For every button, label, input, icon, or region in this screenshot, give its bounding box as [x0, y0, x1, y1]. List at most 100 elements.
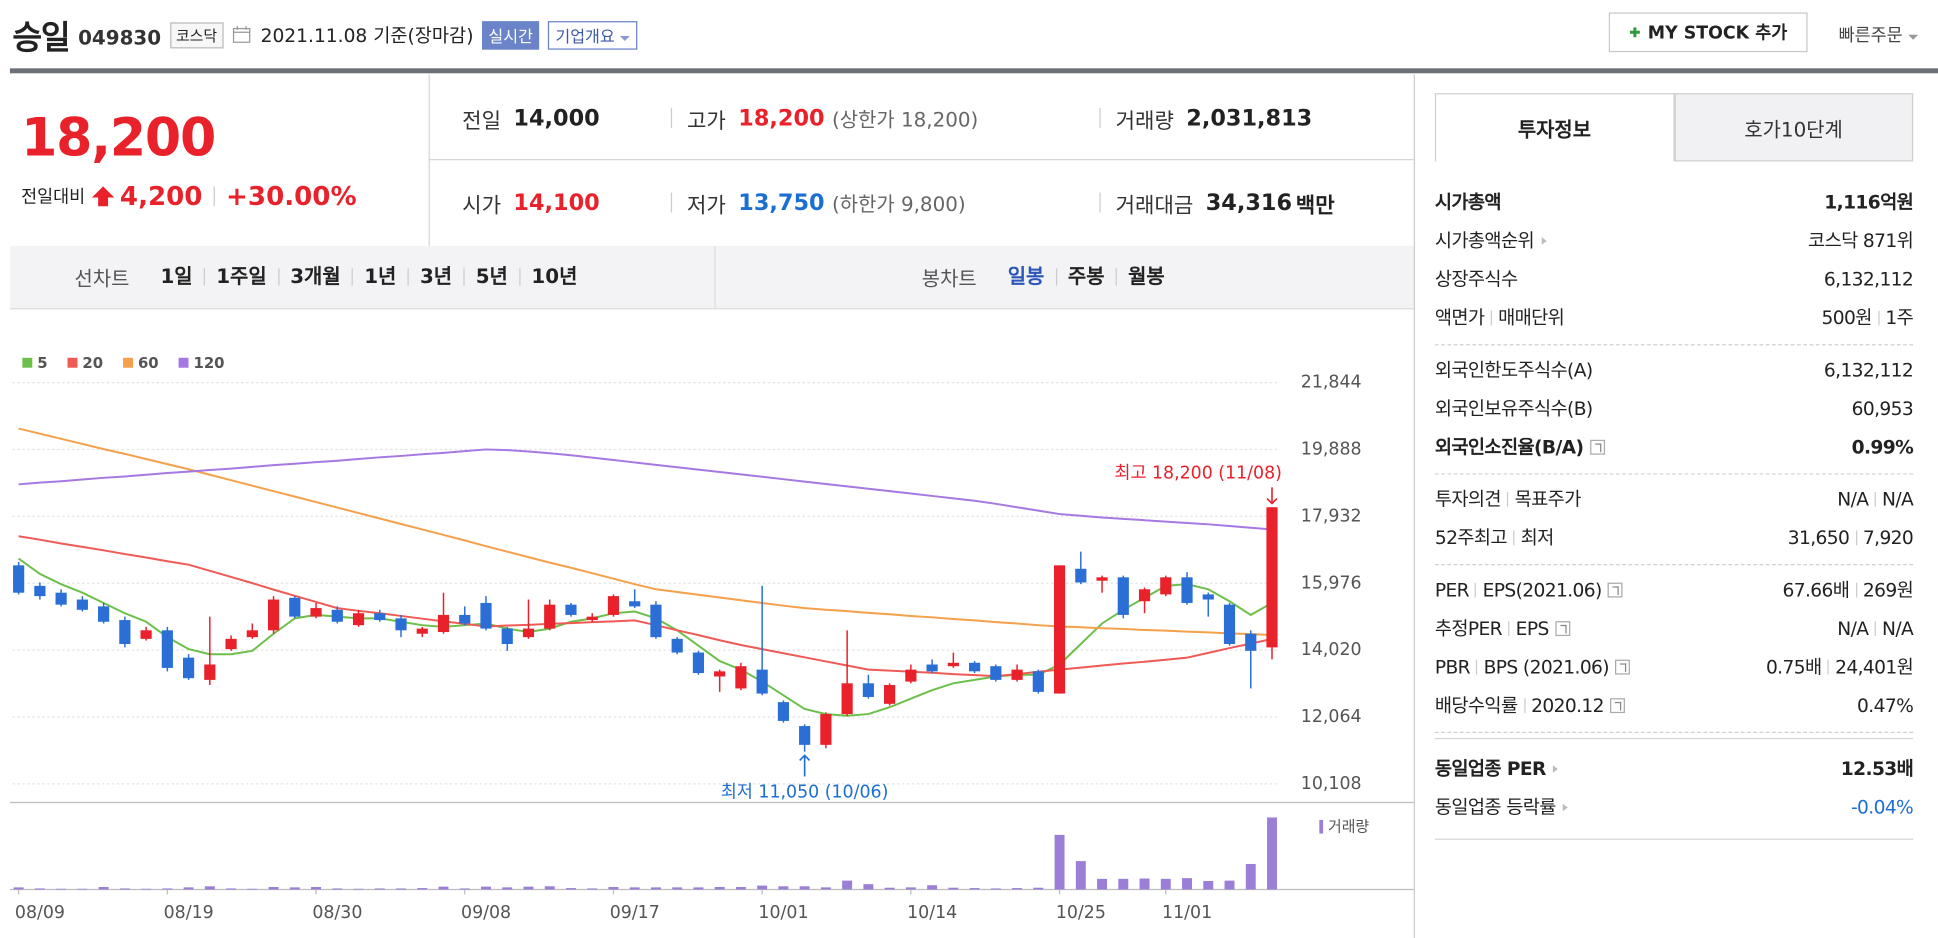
legend-swatch	[178, 357, 189, 368]
volume-bar	[842, 880, 853, 890]
help-icon[interactable]	[1610, 697, 1625, 713]
volume-bar	[650, 887, 661, 890]
candle-body	[586, 616, 598, 621]
y-tick-label: 15,976	[1301, 573, 1362, 593]
min-annotation: 최저 11,050 (10/06)	[721, 783, 888, 803]
candle-body	[98, 606, 110, 622]
volume-bar	[757, 885, 768, 890]
current-price: 18,200	[21, 106, 216, 168]
quote-item: 전일 14,000	[462, 99, 600, 136]
help-icon[interactable]	[1607, 582, 1623, 597]
period-tab[interactable]: 1년	[351, 266, 408, 286]
info-value: 코스닥 871위	[1808, 227, 1914, 253]
candle-body	[544, 604, 556, 629]
period-tab[interactable]: 1주일	[203, 266, 278, 286]
candle-body	[1181, 577, 1193, 603]
volume-bar	[1267, 817, 1277, 890]
period-tab[interactable]: 10년	[518, 266, 589, 286]
candle-body	[629, 601, 641, 607]
help-icon[interactable]	[1615, 659, 1631, 674]
overview-dropdown[interactable]: 기업개요	[547, 20, 638, 50]
candle-chart-tabs: 봉차트 일봉 주봉 월봉	[922, 246, 1176, 308]
info-value-part: 500원	[1821, 306, 1872, 330]
realtime-badge[interactable]: 실시간	[482, 20, 540, 50]
period-tab[interactable]: 3년	[407, 266, 464, 286]
separator	[1475, 582, 1477, 597]
period-tab[interactable]: 월봉	[1115, 266, 1176, 286]
volume-bar	[162, 888, 173, 890]
info-label-part: 52주최고	[1434, 526, 1508, 550]
info-row: 외국인한도주식수(A) 6,132,112	[1435, 350, 1914, 389]
quick-order[interactable]: 빠른주문	[1839, 22, 1919, 47]
info-value: -0.04%	[1851, 796, 1914, 818]
info-row: PER EPS(2021.06) 67.66배 269원	[1435, 570, 1914, 609]
info-value: 500원 1주	[1821, 304, 1913, 330]
info-value-part: 0.75배	[1765, 655, 1822, 679]
candle-body	[1011, 669, 1023, 680]
info-value-part: 코스닥 871위	[1808, 229, 1914, 253]
quote-value: 18,200	[738, 104, 825, 132]
info-value-part: 31,650	[1787, 526, 1850, 549]
help-icon[interactable]	[1589, 439, 1605, 455]
info-value: 0.47%	[1857, 694, 1914, 716]
info-label-part: 시가총액	[1434, 191, 1502, 214]
info-tab[interactable]: 호가10단계	[1674, 93, 1914, 162]
quote-value: 13,750	[738, 189, 825, 216]
info-value: 1,116억원	[1824, 189, 1914, 215]
volume-bar	[629, 887, 640, 890]
volume-bar	[438, 886, 449, 890]
overview-label: 기업개요	[555, 27, 615, 47]
candle-body	[1032, 671, 1044, 692]
mystock-label: MY STOCK 추가	[1647, 23, 1788, 44]
quote-value: 34,316	[1205, 189, 1293, 216]
quote-item: 시가 14,100	[462, 184, 600, 221]
candle-body	[352, 613, 365, 626]
candle-body	[671, 638, 683, 653]
period-tab[interactable]: 일봉	[1007, 264, 1045, 289]
plus-icon	[1630, 27, 1641, 38]
candle-body	[246, 630, 258, 638]
candle-body	[926, 664, 938, 672]
volume-bar	[98, 887, 109, 890]
candle-body	[1117, 577, 1129, 615]
info-tab[interactable]: 투자정보	[1434, 93, 1675, 162]
candle-body	[225, 638, 237, 650]
info-value: 67.66배 269원	[1782, 576, 1913, 602]
volume-bar	[311, 887, 322, 890]
separator	[1476, 659, 1478, 674]
period-tab[interactable]: 주봉	[1055, 266, 1115, 286]
info-label: 투자의견 목표주가	[1435, 486, 1581, 512]
candle-body	[1266, 507, 1278, 648]
candle-body	[1245, 633, 1257, 651]
volume-legend-swatch	[1319, 819, 1324, 834]
volume-bar	[1054, 834, 1065, 890]
volume-bar	[332, 888, 343, 890]
info-value: 6,132,112	[1824, 268, 1914, 290]
mystock-button[interactable]: MY STOCK 추가	[1608, 12, 1808, 53]
legend-label: 120	[193, 354, 224, 372]
info-label: 시가총액	[1434, 189, 1502, 215]
separator	[1099, 192, 1101, 213]
candle-body	[480, 602, 492, 629]
volume-bar	[1075, 861, 1086, 890]
period-tab[interactable]: 3개월	[277, 266, 352, 286]
help-icon[interactable]	[1554, 620, 1570, 636]
volume-bar	[927, 885, 938, 890]
candle-body	[1202, 594, 1214, 600]
volume-bar	[13, 887, 24, 890]
period-tab[interactable]: 1일	[160, 264, 193, 289]
period-tab[interactable]: 5년	[463, 266, 519, 286]
x-tick-label: 08/09	[15, 903, 65, 923]
info-label-part: PBR	[1434, 655, 1471, 678]
info-label: 추정PER EPS	[1435, 615, 1570, 641]
volume-bar	[693, 887, 704, 890]
candle-chart-label: 봉차트	[921, 267, 977, 291]
volume-bar	[948, 887, 959, 890]
info-label: 시가총액순위	[1435, 227, 1547, 253]
change-rate: +30.00%	[226, 181, 357, 212]
x-tick-label: 11/01	[1162, 903, 1212, 923]
quote-label: 저가	[686, 193, 726, 219]
candle-body	[501, 628, 513, 644]
info-value-part: N/A	[1882, 487, 1914, 510]
quote-unit: 백만	[1295, 193, 1335, 219]
